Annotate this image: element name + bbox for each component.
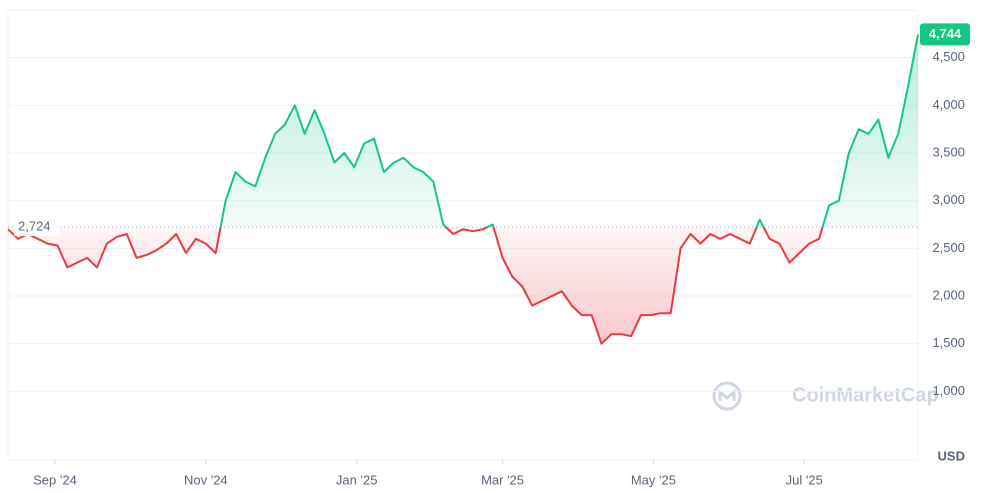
x-tick-label: Nov '24 [184, 472, 228, 487]
y-tick-label: 4,000 [932, 97, 965, 112]
last-price-label: 4,744 [929, 26, 962, 41]
y-tick-label: 2,000 [932, 287, 965, 302]
x-tick-label: Sep '24 [33, 472, 77, 487]
y-tick-label: 3,500 [932, 144, 965, 159]
y-tick-label: 1,000 [932, 383, 965, 398]
x-tick-label: Mar '25 [481, 472, 524, 487]
x-tick-label: May '25 [631, 472, 676, 487]
y-tick-label: 4,500 [932, 49, 965, 64]
watermark-logo [712, 381, 742, 411]
y-tick-label: 2,500 [932, 240, 965, 255]
plot-frame [7, 9, 919, 461]
watermark: CoinMarketCap [792, 384, 939, 406]
baseline-label: 2,724 [18, 218, 51, 233]
x-tick-label: Jan '25 [336, 472, 378, 487]
y-tick-label: 1,500 [932, 335, 965, 350]
x-tick-label: Jul '25 [786, 472, 823, 487]
price-line [7, 34, 919, 345]
last-price-tag [920, 23, 970, 46]
y-tick-label: 3,000 [932, 192, 965, 207]
currency-label: USD [938, 448, 965, 463]
baseline-label-bg [14, 217, 60, 236]
price-area [8, 34, 918, 344]
